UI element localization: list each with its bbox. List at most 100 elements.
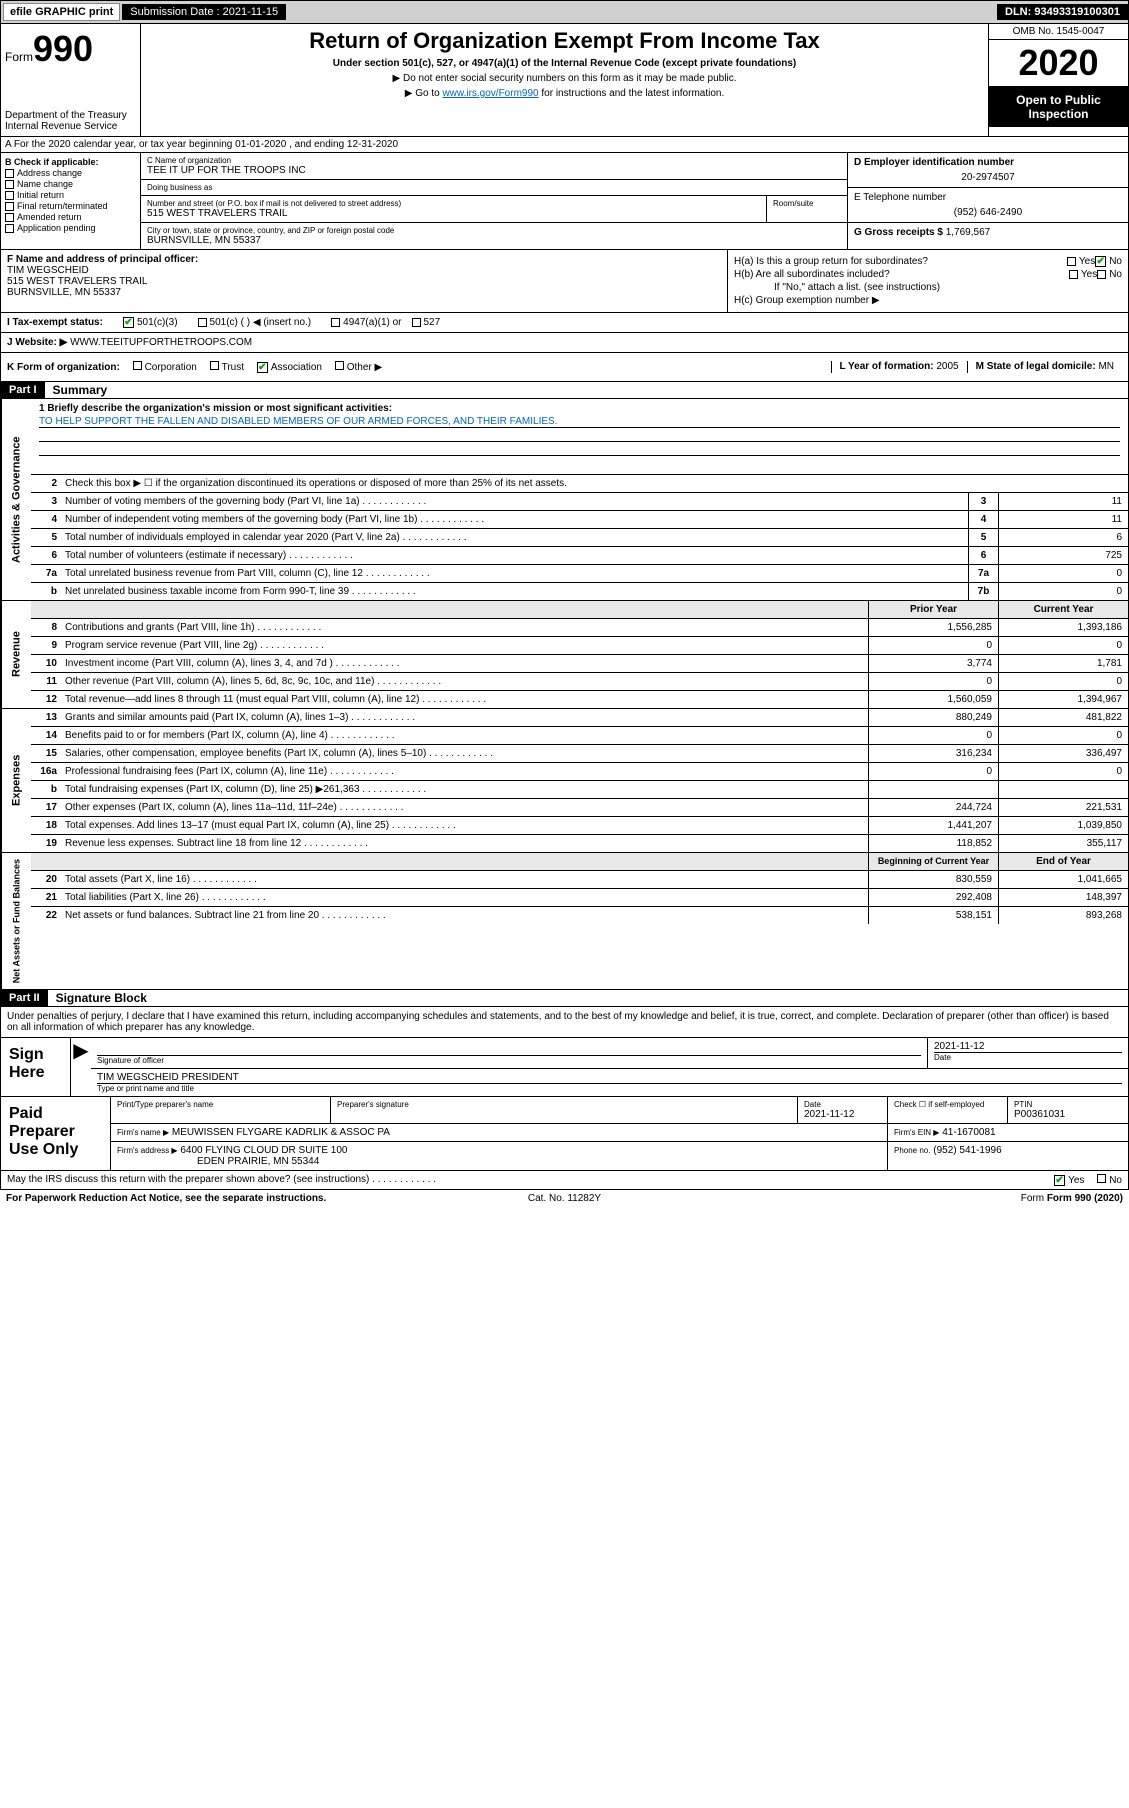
checkbox-icon[interactable] (1067, 257, 1076, 266)
checkbox-icon[interactable] (210, 361, 219, 370)
sig-declaration: Under penalties of perjury, I declare th… (1, 1007, 1128, 1037)
checkbox-icon (5, 213, 14, 222)
addr-row: Number and street (or P.O. box if mail i… (141, 196, 847, 223)
checkbox-icon[interactable] (412, 318, 421, 327)
irs-link[interactable]: www.irs.gov/Form990 (442, 88, 538, 99)
sig-fields: Signature of officer 2021-11-12 Date TIM… (91, 1038, 1128, 1096)
checkbox-checked-icon[interactable]: ✔ (1054, 1175, 1065, 1186)
sval-py: 830,559 (868, 871, 998, 888)
blank (31, 601, 61, 618)
city-label: City or town, state or province, country… (147, 226, 841, 235)
snum: 15 (31, 745, 61, 762)
no-label: No (1109, 269, 1122, 280)
note-ssn: ▶ Do not enter social security numbers o… (145, 73, 984, 84)
chk-amended[interactable]: Amended return (5, 212, 136, 222)
py-hdr2: Beginning of Current Year (868, 853, 998, 870)
sval-cy: 1,781 (998, 655, 1128, 672)
stext: Total number of volunteers (estimate if … (61, 547, 968, 564)
checkbox-icon[interactable] (1097, 270, 1106, 279)
opt-other: Other ▶ (347, 362, 382, 373)
cat-no: Cat. No. 11282Y (378, 1193, 750, 1204)
stext: Total unrelated business revenue from Pa… (61, 565, 968, 582)
q2-text: Check this box ▶ ☐ if the organization d… (61, 475, 1128, 492)
line-22: 22 Net assets or fund balances. Subtract… (31, 907, 1128, 924)
hb-text: H(b) Are all subordinates included? (734, 269, 1069, 280)
sig-officer-label: Signature of officer (97, 1055, 921, 1065)
sval-cy: 0 (998, 763, 1128, 780)
chk-name[interactable]: Name change (5, 179, 136, 189)
col-f: F Name and address of principal officer:… (1, 250, 728, 312)
prep-date-val: 2021-11-12 (804, 1109, 881, 1120)
checkbox-icon (5, 224, 14, 233)
chk-pending[interactable]: Application pending (5, 223, 136, 233)
header-mid: Return of Organization Exempt From Incom… (141, 24, 988, 136)
line-11: 11 Other revenue (Part VIII, column (A),… (31, 673, 1128, 691)
stext: Number of independent voting members of … (61, 511, 968, 528)
line-21: 21 Total liabilities (Part X, line 26) 2… (31, 889, 1128, 907)
yes-label: Yes (1068, 1175, 1084, 1186)
row-a: A For the 2020 calendar year, or tax yea… (0, 137, 1129, 153)
ha-line: H(a) Is this a group return for subordin… (734, 256, 1122, 267)
checkbox-icon[interactable] (198, 318, 207, 327)
hc-line: H(c) Group exemption number ▶ (734, 295, 1122, 306)
vtab-net: Net Assets or Fund Balances (1, 853, 31, 989)
chk-initial[interactable]: Initial return (5, 190, 136, 200)
row-k: K Form of organization: Corporation Trus… (0, 353, 1129, 382)
net-content: Beginning of Current Year End of Year 20… (31, 853, 1128, 989)
firm-name: Firm's name ▶ MEUWISSEN FLYGARE KADRLIK … (111, 1124, 888, 1141)
snum: 5 (31, 529, 61, 546)
prep-sig: Preparer's signature (331, 1097, 798, 1123)
form-word: Form (5, 50, 33, 64)
stext: Total fundraising expenses (Part IX, col… (61, 781, 868, 798)
ein-row: D Employer identification number 20-2974… (848, 153, 1128, 188)
chk-final[interactable]: Final return/terminated (5, 201, 136, 211)
blank (61, 601, 868, 618)
opt-trust: Trust (222, 362, 244, 373)
part1-bar: Part I Summary (0, 382, 1129, 399)
efile-button[interactable]: efile GRAPHIC print (3, 3, 120, 21)
stext: Revenue less expenses. Subtract line 18 … (61, 835, 868, 852)
gross-row: G Gross receipts $ 1,769,567 (848, 223, 1128, 242)
sbox: 3 (968, 493, 998, 510)
part2-bar: Part II Signature Block (0, 990, 1129, 1007)
stext: Total revenue—add lines 8 through 11 (mu… (61, 691, 868, 708)
snum: 7a (31, 565, 61, 582)
firm-ein: Firm's EIN ▶ 41-1670081 (888, 1124, 1128, 1141)
checkbox-icon (5, 202, 14, 211)
prep-sig-label: Preparer's signature (337, 1100, 791, 1109)
line-17: 17 Other expenses (Part IX, column (A), … (31, 799, 1128, 817)
stext: Salaries, other compensation, employee b… (61, 745, 868, 762)
gov-content: 1 Briefly describe the organization's mi… (31, 399, 1128, 600)
checkbox-checked-icon[interactable]: ✔ (257, 362, 268, 373)
checkbox-checked-icon[interactable]: ✔ (1095, 256, 1106, 267)
note2-pre: ▶ Go to (405, 88, 443, 99)
k-right: L Year of formation: 2005 M State of leg… (831, 361, 1123, 373)
hb-line: H(b) Are all subordinates included? Yes … (734, 269, 1122, 280)
line-2: 2 Check this box ▶ ☐ if the organization… (31, 475, 1128, 493)
opt-corp: Corporation (145, 362, 197, 373)
sval-cy: 1,393,186 (998, 619, 1128, 636)
blank (31, 853, 61, 870)
checkbox-icon[interactable] (133, 361, 142, 370)
line-b: b Net unrelated business taxable income … (31, 583, 1128, 600)
pra-notice: For Paperwork Reduction Act Notice, see … (6, 1193, 378, 1204)
chk-label: Application pending (17, 223, 96, 233)
prep-name-label: Print/Type preparer's name (117, 1100, 324, 1109)
checkbox-checked-icon[interactable]: ✔ (123, 317, 134, 328)
dept-label: Department of the Treasury Internal Reve… (5, 110, 136, 132)
checkbox-icon[interactable] (331, 318, 340, 327)
checkbox-icon[interactable] (335, 361, 344, 370)
stext: Investment income (Part VIII, column (A)… (61, 655, 868, 672)
sbox: 6 (968, 547, 998, 564)
form-org-label: K Form of organization: (7, 362, 120, 373)
checkbox-icon[interactable] (1097, 1174, 1106, 1183)
form-title: Return of Organization Exempt From Incom… (145, 28, 984, 54)
snum: b (31, 781, 61, 798)
note2-post: for instructions and the latest informat… (539, 88, 725, 99)
checkbox-icon[interactable] (1069, 270, 1078, 279)
arrow-icon: ▶ (71, 1038, 91, 1096)
sval-py (868, 781, 998, 798)
sval-cy: 893,268 (998, 907, 1128, 924)
gov-section: Activities & Governance 1 Briefly descri… (0, 399, 1129, 601)
chk-address[interactable]: Address change (5, 168, 136, 178)
